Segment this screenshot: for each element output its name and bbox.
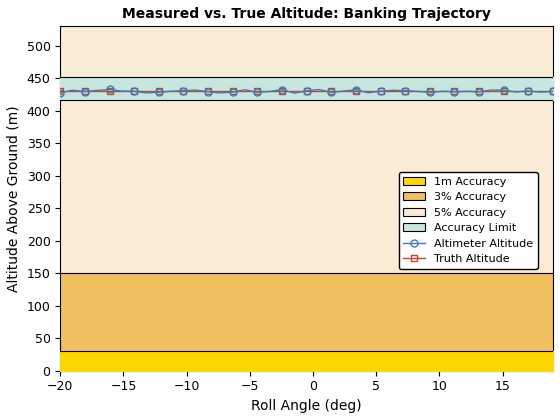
Altimeter Altitude [106,87,113,92]
Altimeter Altitude [304,88,310,93]
Altimeter Altitude [254,90,261,95]
Truth Altitude [143,89,150,94]
Truth Altitude [414,89,421,94]
Truth Altitude [106,89,113,94]
Altimeter Altitude [69,88,76,93]
Truth Altitude [193,89,199,94]
Truth Altitude [377,89,384,94]
Truth Altitude [291,89,298,94]
Altimeter Altitude [340,89,347,94]
Truth Altitude [427,89,433,94]
Altimeter Altitude [427,90,433,95]
Truth Altitude [279,89,286,94]
Y-axis label: Altitude Above Ground (m): Altitude Above Ground (m) [7,105,21,292]
Truth Altitude [488,89,495,94]
Altimeter Altitude [451,89,458,94]
Legend: 1m Accuracy, 3% Accuracy, 5% Accuracy, Accuracy Limit, Altimeter Altitude, Truth: 1m Accuracy, 3% Accuracy, 5% Accuracy, A… [399,172,538,269]
Truth Altitude [242,89,249,94]
Truth Altitude [57,89,64,94]
Altimeter Altitude [168,89,175,94]
Truth Altitude [304,89,310,94]
Truth Altitude [119,89,125,94]
Truth Altitude [205,89,212,94]
Altimeter Altitude [316,87,323,92]
Altimeter Altitude [525,89,532,94]
Altimeter Altitude [365,90,372,95]
Altimeter Altitude [328,90,335,95]
Truth Altitude [94,89,101,94]
Altimeter Altitude [156,89,162,94]
Truth Altitude [402,89,409,94]
Altimeter Altitude [464,89,470,94]
Truth Altitude [230,89,236,94]
Truth Altitude [340,89,347,94]
Truth Altitude [217,89,224,94]
Truth Altitude [316,89,323,94]
Altimeter Altitude [143,90,150,95]
Altimeter Altitude [513,89,520,94]
Altimeter Altitude [94,88,101,93]
Truth Altitude [525,89,532,94]
Altimeter Altitude [476,89,483,94]
Altimeter Altitude [414,89,421,94]
Truth Altitude [439,89,446,94]
Altimeter Altitude [291,91,298,96]
Altimeter Altitude [82,89,88,94]
Truth Altitude [328,89,335,94]
Altimeter Altitude [57,90,64,95]
Altimeter Altitude [488,87,495,92]
X-axis label: Roll Angle (deg): Roll Angle (deg) [251,399,362,413]
Truth Altitude [156,89,162,94]
Altimeter Altitude [550,89,557,94]
Altimeter Altitude [353,87,360,92]
Altimeter Altitude [205,89,212,94]
Truth Altitude [513,89,520,94]
Truth Altitude [538,89,544,94]
Altimeter Altitude [217,90,224,95]
Altimeter Altitude [267,89,273,94]
Altimeter Altitude [242,87,249,92]
Truth Altitude [267,89,273,94]
Truth Altitude [390,89,396,94]
Altimeter Altitude [180,88,187,93]
Truth Altitude [550,89,557,94]
Title: Measured vs. True Altitude: Banking Trajectory: Measured vs. True Altitude: Banking Traj… [122,7,491,21]
Truth Altitude [131,89,138,94]
Line: Altimeter Altitude: Altimeter Altitude [57,86,557,97]
Altimeter Altitude [402,88,409,93]
Line: Truth Altitude: Truth Altitude [58,89,556,94]
Truth Altitude [476,89,483,94]
Altimeter Altitude [119,89,125,94]
Altimeter Altitude [390,88,396,93]
Altimeter Altitude [193,88,199,93]
Altimeter Altitude [538,89,544,94]
Truth Altitude [69,89,76,94]
Truth Altitude [501,89,507,94]
Truth Altitude [254,89,261,94]
Truth Altitude [464,89,470,94]
Truth Altitude [365,89,372,94]
Altimeter Altitude [501,88,507,93]
Truth Altitude [168,89,175,94]
Altimeter Altitude [377,89,384,94]
Altimeter Altitude [439,89,446,94]
Altimeter Altitude [279,87,286,92]
Altimeter Altitude [131,89,138,94]
Altimeter Altitude [230,89,236,94]
Truth Altitude [82,89,88,94]
Truth Altitude [451,89,458,94]
Truth Altitude [180,89,187,94]
Truth Altitude [353,89,360,94]
